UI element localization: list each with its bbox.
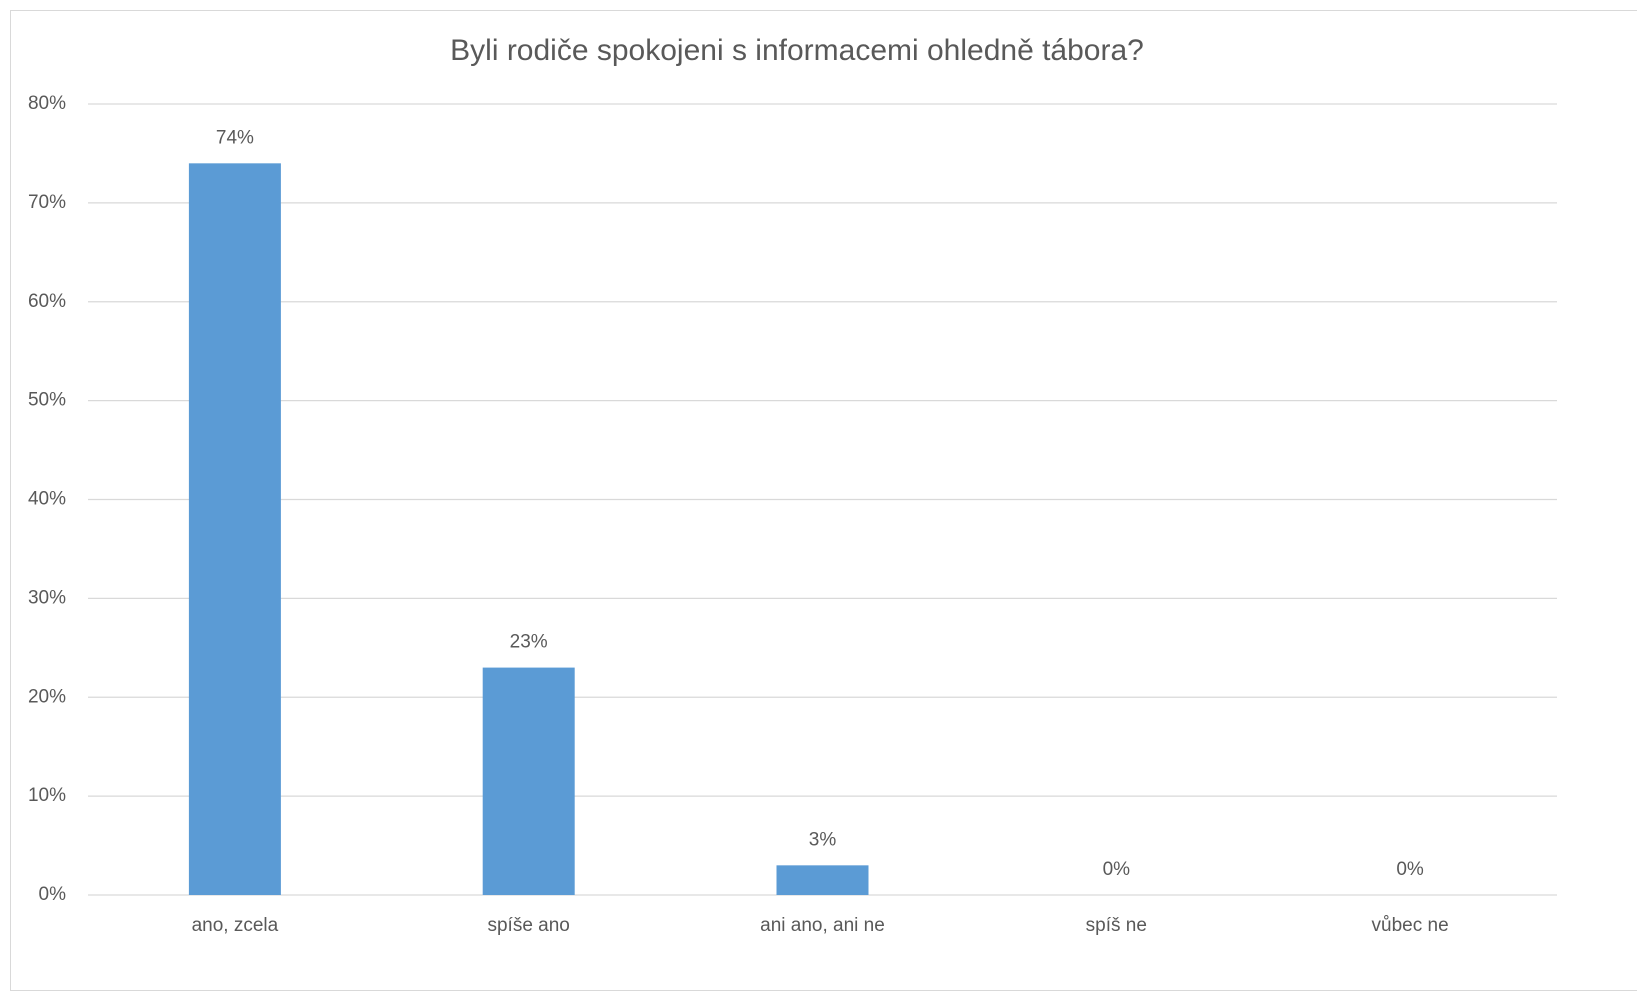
value-label: 74%	[216, 127, 254, 148]
bar	[189, 163, 281, 895]
y-tick-label: 60%	[28, 291, 66, 312]
y-tick-label: 40%	[28, 489, 66, 510]
value-label: 0%	[1103, 859, 1131, 880]
x-tick-label: spíše ano	[487, 915, 569, 936]
y-tick-label: 80%	[28, 93, 66, 114]
x-tick-label: vůbec ne	[1372, 915, 1449, 936]
y-tick-label: 70%	[28, 192, 66, 213]
y-tick-label: 20%	[28, 686, 66, 707]
x-tick-label: ano, zcela	[192, 915, 279, 936]
x-tick-label: spíš ne	[1086, 915, 1147, 936]
y-tick-label: 30%	[28, 587, 66, 608]
bar	[777, 865, 869, 895]
y-tick-label: 0%	[39, 884, 67, 905]
x-tick-label: ani ano, ani ne	[760, 915, 885, 936]
y-tick-label: 10%	[28, 785, 66, 806]
chart-title: Byli rodiče spokojeni s informacemi ohle…	[450, 34, 1144, 67]
y-tick-label: 50%	[28, 390, 66, 411]
bar	[483, 668, 575, 895]
value-label: 3%	[809, 829, 837, 850]
value-label: 23%	[510, 632, 548, 653]
value-label: 0%	[1396, 859, 1424, 880]
